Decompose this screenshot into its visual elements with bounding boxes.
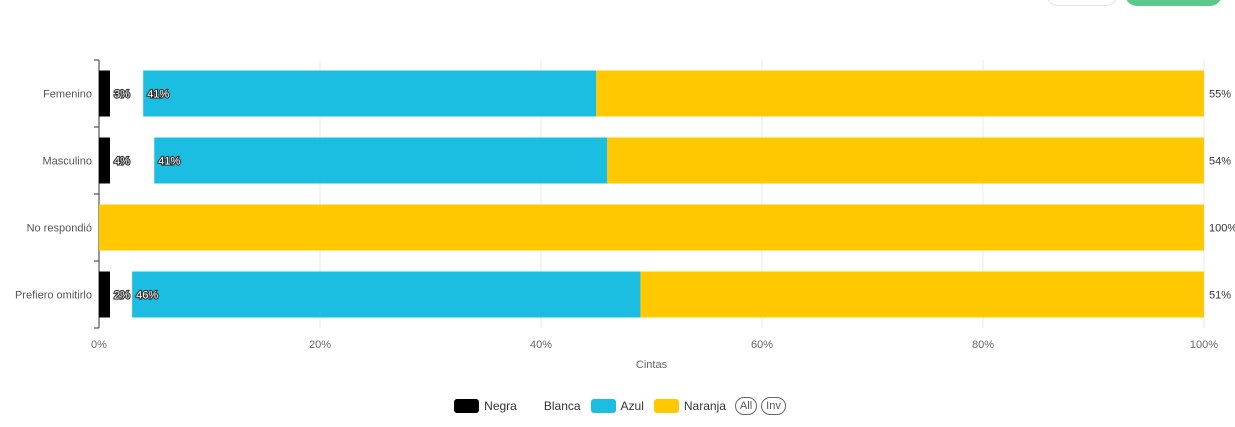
bar-naranja [607, 137, 1204, 184]
legend-all-button[interactable]: All [734, 397, 758, 415]
data-label: 46% [136, 290, 158, 302]
y-category-label: No respondió [27, 223, 92, 235]
data-label: 100% [1209, 223, 1235, 235]
legend-swatch-negra [454, 399, 480, 413]
bar-naranja [596, 70, 1204, 117]
data-label: 41% [147, 89, 169, 101]
bar-blanca [110, 70, 144, 117]
legend-item-naranja[interactable]: Naranja [653, 399, 726, 413]
data-label: 41% [158, 156, 180, 168]
bar-azul [154, 137, 608, 184]
legend-label-negra: Negra [484, 399, 517, 413]
legend-item-negra[interactable]: Negra [454, 399, 517, 413]
bar-naranja [99, 204, 1204, 251]
x-tick-label: 80% [972, 339, 994, 351]
data-label: 54% [1209, 156, 1231, 168]
chart-legend: Negra Blanca Azul Naranja All Inv [0, 396, 1235, 416]
bar-negra [99, 137, 111, 184]
data-label: 2% [114, 290, 130, 302]
legend-swatch-azul [590, 399, 616, 413]
y-category-label: Masculino [42, 156, 92, 168]
x-tick-label: 20% [309, 339, 331, 351]
y-category-label: Prefiero omitirlo [15, 290, 92, 302]
x-tick-label: 100% [1190, 339, 1218, 351]
legend-item-blanca[interactable]: Blanca [544, 399, 581, 413]
bar-negra [99, 271, 111, 318]
bar-blanca [110, 137, 155, 184]
legend-label-naranja: Naranja [683, 399, 726, 413]
legend-swatch-naranja [653, 399, 679, 413]
data-label: 4% [114, 156, 130, 168]
data-label: 51% [1209, 290, 1231, 302]
x-axis-title: Cintas [636, 359, 668, 371]
legend-label-blanca: Blanca [543, 399, 581, 413]
bar-naranja [640, 271, 1204, 318]
legend-label-azul: Azul [620, 399, 644, 413]
legend-invert-button[interactable]: Inv [761, 397, 786, 415]
data-label: 3% [114, 89, 130, 101]
bar-blanca [110, 271, 133, 318]
bar-negra [99, 70, 111, 117]
data-label: 55% [1209, 89, 1231, 101]
y-category-label: Femenino [43, 89, 92, 101]
x-tick-label: 40% [530, 339, 552, 351]
x-tick-label: 60% [751, 339, 773, 351]
legend-item-azul[interactable]: Azul [590, 399, 644, 413]
stacked-bar-chart: 0%20%40%60%80%100%CintasFemenino1%3%41%5… [15, 59, 1235, 371]
x-tick-label: 0% [91, 339, 107, 351]
bar-azul [143, 70, 597, 117]
bar-azul [132, 271, 641, 318]
